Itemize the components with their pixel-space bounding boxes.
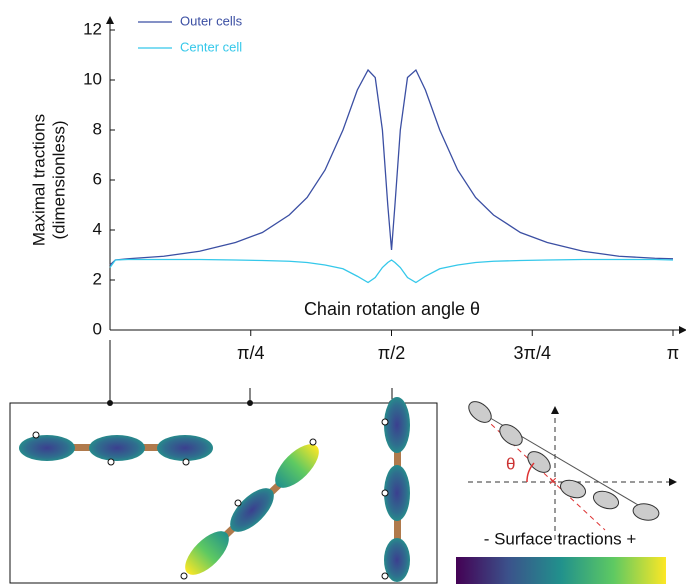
chain-horizontal: [19, 431, 213, 466]
legend-label: Center cell: [180, 39, 242, 54]
angle-diagram: × θ: [468, 401, 677, 540]
chain-vertical: [381, 397, 410, 582]
y-tick-label: 10: [83, 69, 102, 88]
x-tick-label: π/4: [237, 343, 264, 363]
chain-diagonal: [180, 438, 319, 580]
y-tick-label: 12: [83, 19, 102, 38]
panel: [9, 402, 438, 584]
plot: 0 2 4 6 8 10 12 π/4 π/2 3π/4 π Maximal tractions (di…: [29, 13, 686, 363]
y-tick-label: 2: [93, 269, 102, 288]
series-line: [109, 258, 674, 284]
x-tick-label: π: [667, 343, 679, 363]
cross: ×: [549, 473, 557, 489]
y-tick-label: 8: [93, 119, 102, 138]
colorbar: [456, 557, 666, 584]
illustration: × θ - Surface tractions +: [9, 340, 677, 584]
y-axis-label: (dimensionless): [49, 120, 68, 239]
x-tick-label: π/2: [378, 343, 405, 363]
series-line: [109, 68, 674, 266]
angle-label: θ: [506, 454, 515, 473]
y-tick-label: 6: [93, 169, 102, 188]
y-axis-label: Maximal tractions: [29, 114, 48, 246]
y-tick-label: 0: [93, 319, 102, 338]
y-tick-label: 4: [93, 219, 102, 238]
colorbar-label: - Surface tractions +: [484, 529, 637, 548]
x-tick-label: 3π/4: [514, 343, 551, 363]
legend-label: Outer cells: [180, 13, 243, 28]
x-axis-label: Chain rotation angle θ: [304, 299, 480, 319]
